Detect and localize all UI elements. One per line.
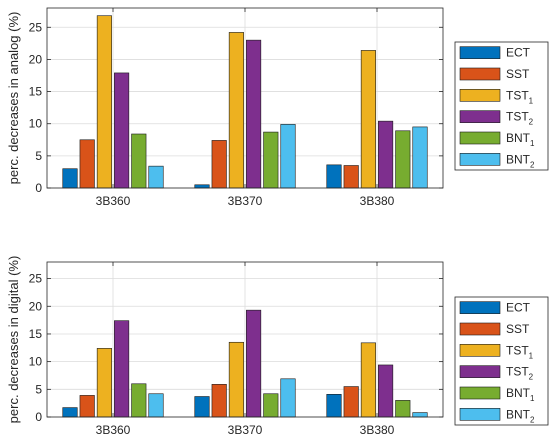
bar-bnt2-3b380 <box>412 412 428 418</box>
x-tick-label: 3B370 <box>228 423 263 437</box>
legend-label: BNT2 <box>506 407 535 424</box>
bar-ect-3b380 <box>326 164 342 189</box>
legend-swatch <box>459 153 501 166</box>
y-tick-label: 0 <box>35 410 42 424</box>
bar-bnt2-3b370 <box>280 378 296 418</box>
bar-sst-3b370 <box>211 140 227 189</box>
legend-label: BNT1 <box>506 386 535 403</box>
legend-swatch <box>459 322 501 336</box>
x-tick-label: 3B380 <box>360 423 395 437</box>
x-tick-label: 3B380 <box>360 194 395 208</box>
chart-1: 0 5 10 15 20 25 3B360 3B370 3B380 perc. decreases… <box>6 7 549 208</box>
bar-tst2-3b370 <box>246 309 262 418</box>
bar-bnt2-3b380 <box>412 126 428 189</box>
y-tick-label: 0 <box>35 181 42 195</box>
legend-swatch <box>459 344 501 357</box>
bar-ect-3b360 <box>62 168 78 189</box>
bar-bnt2-3b360 <box>148 393 164 418</box>
bar-tst2-3b360 <box>114 320 130 418</box>
bar-sst-3b360 <box>79 139 95 189</box>
chart-2: 0 5 10 15 20 25 3B360 3B370 3B380 perc. decreases… <box>6 256 549 437</box>
bar-bnt1-3b370 <box>263 393 279 418</box>
bar-bnt1-3b360 <box>131 133 147 189</box>
y-tick-label: 5 <box>35 382 42 396</box>
legend-swatch <box>459 386 501 400</box>
legend-swatch <box>459 365 501 378</box>
legend: ECT SST TST1 TST2 BNT1 BNT2 <box>454 41 549 171</box>
bar-ect-3b380 <box>326 394 342 418</box>
y-tick-label: 10 <box>29 355 43 369</box>
bar-tst2-3b370 <box>246 39 262 189</box>
x-tick-label: 3B360 <box>96 423 131 437</box>
y-axis-label: perc. decreases in analog (%) <box>6 12 21 185</box>
legend-box <box>454 41 549 171</box>
bar-sst-3b360 <box>79 395 95 418</box>
y-tick-label: 15 <box>29 327 43 341</box>
y-tick-label: 15 <box>29 85 43 99</box>
bar-tst1-3b380 <box>360 50 376 189</box>
legend-label: TST1 <box>506 343 534 360</box>
legend-label: BNT1 <box>506 131 535 148</box>
bar-bnt1-3b370 <box>263 131 279 189</box>
bar-tst1-3b370 <box>228 341 244 418</box>
bar-bnt2-3b360 <box>148 165 164 189</box>
y-tick-label: 20 <box>29 299 43 313</box>
y-tick-label: 25 <box>29 20 43 34</box>
legend-swatch <box>459 301 501 314</box>
bar-tst1-3b370 <box>228 32 244 189</box>
bar-sst-3b370 <box>211 384 227 418</box>
legend-label: SST <box>506 322 530 336</box>
y-tick-label: 5 <box>35 149 42 163</box>
legend-swatch <box>459 89 501 102</box>
legend-swatch <box>459 408 501 421</box>
bar-tst2-3b380 <box>378 120 394 189</box>
bar-ect-3b370 <box>194 184 210 189</box>
bar-ect-3b360 <box>62 407 78 418</box>
legend: ECT SST TST1 TST2 BNT1 BNT2 <box>454 296 549 426</box>
legend-label: SST <box>506 67 530 81</box>
x-tick-label: 3B360 <box>96 194 131 208</box>
legend-label: ECT <box>506 46 531 60</box>
y-tick-label: 20 <box>29 52 43 66</box>
bar-tst1-3b360 <box>96 348 112 418</box>
bar-sst-3b380 <box>343 386 359 418</box>
y-tick-label: 25 <box>29 272 43 286</box>
legend-box <box>454 296 549 426</box>
legend-label: TST2 <box>506 110 534 127</box>
bar-tst2-3b360 <box>114 72 130 189</box>
x-tick-label: 3B370 <box>228 194 263 208</box>
legend-label: ECT <box>506 301 531 315</box>
bar-bnt1-3b380 <box>395 130 411 189</box>
bar-bnt2-3b370 <box>280 124 296 189</box>
bar-ect-3b370 <box>194 396 210 418</box>
bar-tst1-3b380 <box>360 342 376 418</box>
bar-bnt1-3b360 <box>131 383 147 418</box>
legend-label: BNT2 <box>506 152 535 169</box>
y-tick-label: 10 <box>29 117 43 131</box>
y-axis-label: perc. decreases in digital (%) <box>6 256 21 424</box>
bar-bnt1-3b380 <box>395 400 411 418</box>
legend-swatch <box>459 67 501 81</box>
legend-swatch <box>459 131 501 145</box>
legend-label: TST2 <box>506 365 534 382</box>
bar-tst2-3b380 <box>378 364 394 418</box>
bar-sst-3b380 <box>343 165 359 189</box>
legend-swatch <box>459 110 501 123</box>
bar-tst1-3b360 <box>96 15 112 189</box>
legend-label: TST1 <box>506 88 534 105</box>
legend-swatch <box>459 46 501 59</box>
